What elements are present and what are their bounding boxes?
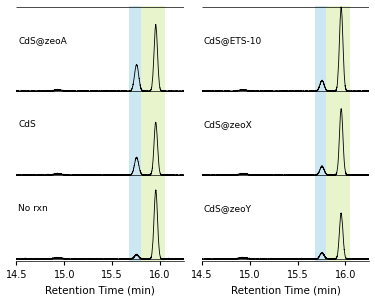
- Bar: [315, 5, 326, 261]
- X-axis label: Retention Time (min): Retention Time (min): [45, 285, 155, 296]
- Bar: [129, 5, 141, 261]
- X-axis label: Retention Time (min): Retention Time (min): [231, 285, 340, 296]
- Text: CdS: CdS: [18, 120, 36, 129]
- Text: No rxn: No rxn: [18, 204, 48, 213]
- Text: CdS@zeoY: CdS@zeoY: [204, 204, 252, 213]
- Text: CdS@zeoA: CdS@zeoA: [18, 36, 67, 45]
- Bar: [141, 5, 165, 261]
- Bar: [326, 5, 350, 261]
- Text: CdS@zeoX: CdS@zeoX: [204, 120, 252, 129]
- Text: CdS@ETS-10: CdS@ETS-10: [204, 36, 262, 45]
